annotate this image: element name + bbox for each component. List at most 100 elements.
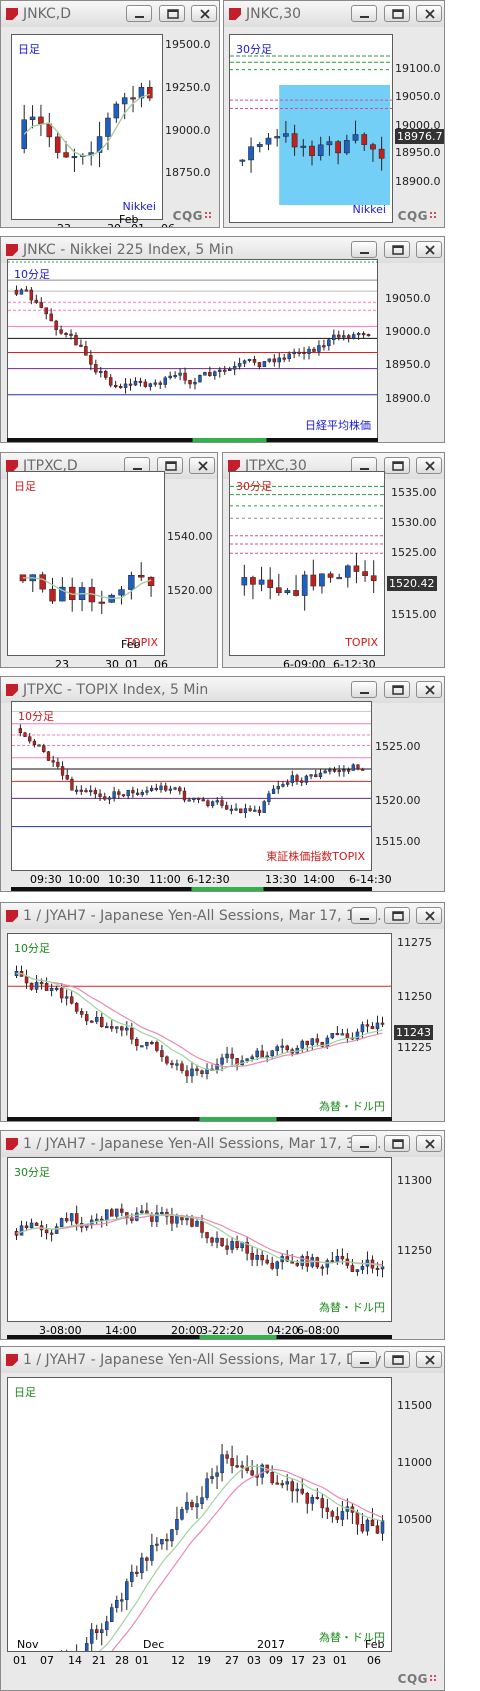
candle-body [267, 579, 274, 588]
candle-body [325, 1260, 330, 1268]
chart-window-w5[interactable]: JTPXC,30 30分足 TOPIX 1535.00 1530.00 1525.00 15… [222, 452, 445, 668]
minimize-button[interactable] [351, 1135, 377, 1152]
window-title-bar[interactable]: JNKC - Nikkei 225 Index, 5 Min [1, 237, 444, 263]
candle-body [245, 1242, 249, 1254]
candle-body [205, 1478, 209, 1498]
maximize-button[interactable] [384, 241, 410, 258]
chart-window-w8[interactable]: 1 / JYAH7 - Japanese Yen-All Sessions, M… [0, 1130, 445, 1340]
chart-plot-area[interactable]: 30分足 Nikkei [229, 34, 394, 223]
candle-body [190, 1068, 194, 1077]
x-axis-tick: 23 [312, 1654, 326, 1667]
candle-body [135, 792, 140, 795]
x-axis-tick: 30 [107, 222, 121, 227]
chart-plot-area[interactable]: 10分足 東証株価指数TOPIX [11, 701, 373, 871]
candle-body [203, 372, 207, 376]
candle-body [138, 380, 143, 383]
close-button[interactable] [416, 1135, 442, 1152]
candle-body [49, 588, 56, 602]
chart-plot-area[interactable]: 30分足 TOPIX [229, 471, 386, 656]
candle-body [232, 366, 237, 370]
candle-body [250, 1470, 254, 1476]
window-title-bar[interactable]: JNKC,30 [224, 1, 444, 27]
window-title-bar[interactable]: 1 / JYAH7 - Japanese Yen-All Sessions, M… [1, 1347, 444, 1373]
chart-plot-area[interactable]: 日足 TOPIX [7, 471, 165, 656]
maximize-button[interactable] [384, 457, 410, 474]
chart-window-w7[interactable]: 1 / JYAH7 - Japanese Yen-All Sessions, M… [0, 902, 445, 1122]
close-button[interactable] [189, 457, 215, 474]
maximize-button[interactable] [384, 681, 410, 698]
candle-body [335, 1033, 340, 1036]
maximize-button[interactable] [384, 5, 410, 22]
candle-body [107, 797, 112, 800]
maximize-button[interactable] [384, 1351, 410, 1368]
candles-group [44, 1443, 385, 1690]
window-title-bar[interactable]: 1 / JYAH7 - Japanese Yen-All Sessions, M… [1, 1131, 444, 1157]
chart-window-w9[interactable]: 1 / JYAH7 - Japanese Yen-All Sessions, M… [0, 1346, 445, 1691]
close-button[interactable] [416, 1351, 442, 1368]
candle-body [125, 1027, 129, 1031]
candle-body [198, 375, 202, 383]
window-title-bar[interactable]: 1 / JYAH7 - Japanese Yen-All Sessions, M… [1, 903, 444, 929]
candle-body [281, 784, 285, 787]
candle-body [59, 987, 64, 999]
minimize-button[interactable] [126, 5, 152, 22]
candle-body [110, 1209, 114, 1217]
candle-body [375, 1267, 380, 1270]
x-axis-tick: 11:00 [149, 873, 181, 886]
close-button[interactable] [416, 457, 442, 474]
y-axis-tick: 19100.0 [395, 62, 441, 75]
maximize-button[interactable] [157, 457, 183, 474]
chart-plot-area[interactable]: 日足 為替・ドル円 [7, 1377, 392, 1690]
minimize-button[interactable] [351, 681, 377, 698]
x-axis-tick: 6-09:00 [283, 658, 326, 668]
candle-body [285, 782, 290, 785]
candle-body [210, 801, 215, 806]
maximize-button[interactable] [384, 907, 410, 924]
candle-body [370, 575, 377, 581]
minimize-icon [360, 1146, 369, 1148]
close-button[interactable] [416, 681, 442, 698]
y-axis-tick: 18900.0 [385, 392, 431, 405]
minimize-button[interactable] [351, 1351, 377, 1368]
close-button[interactable] [416, 5, 442, 22]
candle-body [158, 382, 163, 385]
close-button[interactable] [191, 5, 217, 22]
minimize-button[interactable] [351, 5, 377, 22]
candle-body [292, 351, 296, 355]
window-title-bar[interactable]: JNKC,D [1, 1, 219, 27]
minimize-button[interactable] [351, 907, 377, 924]
candle-body [71, 156, 78, 159]
maximize-button[interactable] [384, 1135, 410, 1152]
y-axis-tick: 1530.00 [391, 516, 437, 529]
chart-instrument-label: Nikkei [122, 200, 156, 213]
chart-window-w4[interactable]: JTPXC,D日足TOPIX1540.001520.0023300106FebC… [0, 452, 218, 668]
maximize-button[interactable] [159, 5, 185, 22]
chart-window-w3[interactable]: JNKC - Nikkei 225 Index, 5 Min 10分足 日経平均株価… [0, 236, 445, 443]
candle-body [307, 348, 311, 354]
candle-body [309, 774, 313, 777]
chart-plot-area[interactable]: 10分足 為替・ドル円 [7, 933, 393, 1121]
minimize-button[interactable] [351, 241, 377, 258]
window-title-bar[interactable]: JTPXC - TOPIX Index, 5 Min [1, 677, 444, 703]
chart-plot-area[interactable]: 日足 Nikkei [11, 34, 163, 220]
candle-body [260, 1050, 264, 1058]
candle-body [93, 790, 98, 795]
price-chart [230, 55, 394, 205]
moving-average-slow [80, 1468, 383, 1690]
candle-body [305, 1492, 310, 1504]
x-axis-tick: 23 [57, 222, 71, 227]
x-axis-tick: 01 [131, 222, 145, 227]
chart-window-w6[interactable]: JTPXC - TOPIX Index, 5 Min 10分足 東証株価指数TOPI… [0, 676, 445, 892]
chart-plot-area[interactable]: 10分足 日経平均株価 [7, 259, 379, 440]
chart-window-w1[interactable]: JNKC,D 日足 Nikkei 19500.0 19250.0 19000.0 18750… [0, 0, 220, 228]
close-button[interactable] [416, 241, 442, 258]
session-bar [7, 1117, 392, 1121]
x-axis-tick: 14 [68, 1654, 82, 1667]
chart-window-w2[interactable]: JNKC,30 30分足 Nikkei 19100.0 19050.0 19000.0 18… [223, 0, 445, 228]
chart-plot-area[interactable]: 30分足 為替・ドル円 [7, 1157, 392, 1322]
close-button[interactable] [416, 907, 442, 924]
x-axis-tick: 6-12:30 [333, 658, 376, 668]
candle-body [89, 1629, 94, 1644]
candle-body [19, 289, 24, 295]
x-axis-tick: 07 [40, 1654, 54, 1667]
